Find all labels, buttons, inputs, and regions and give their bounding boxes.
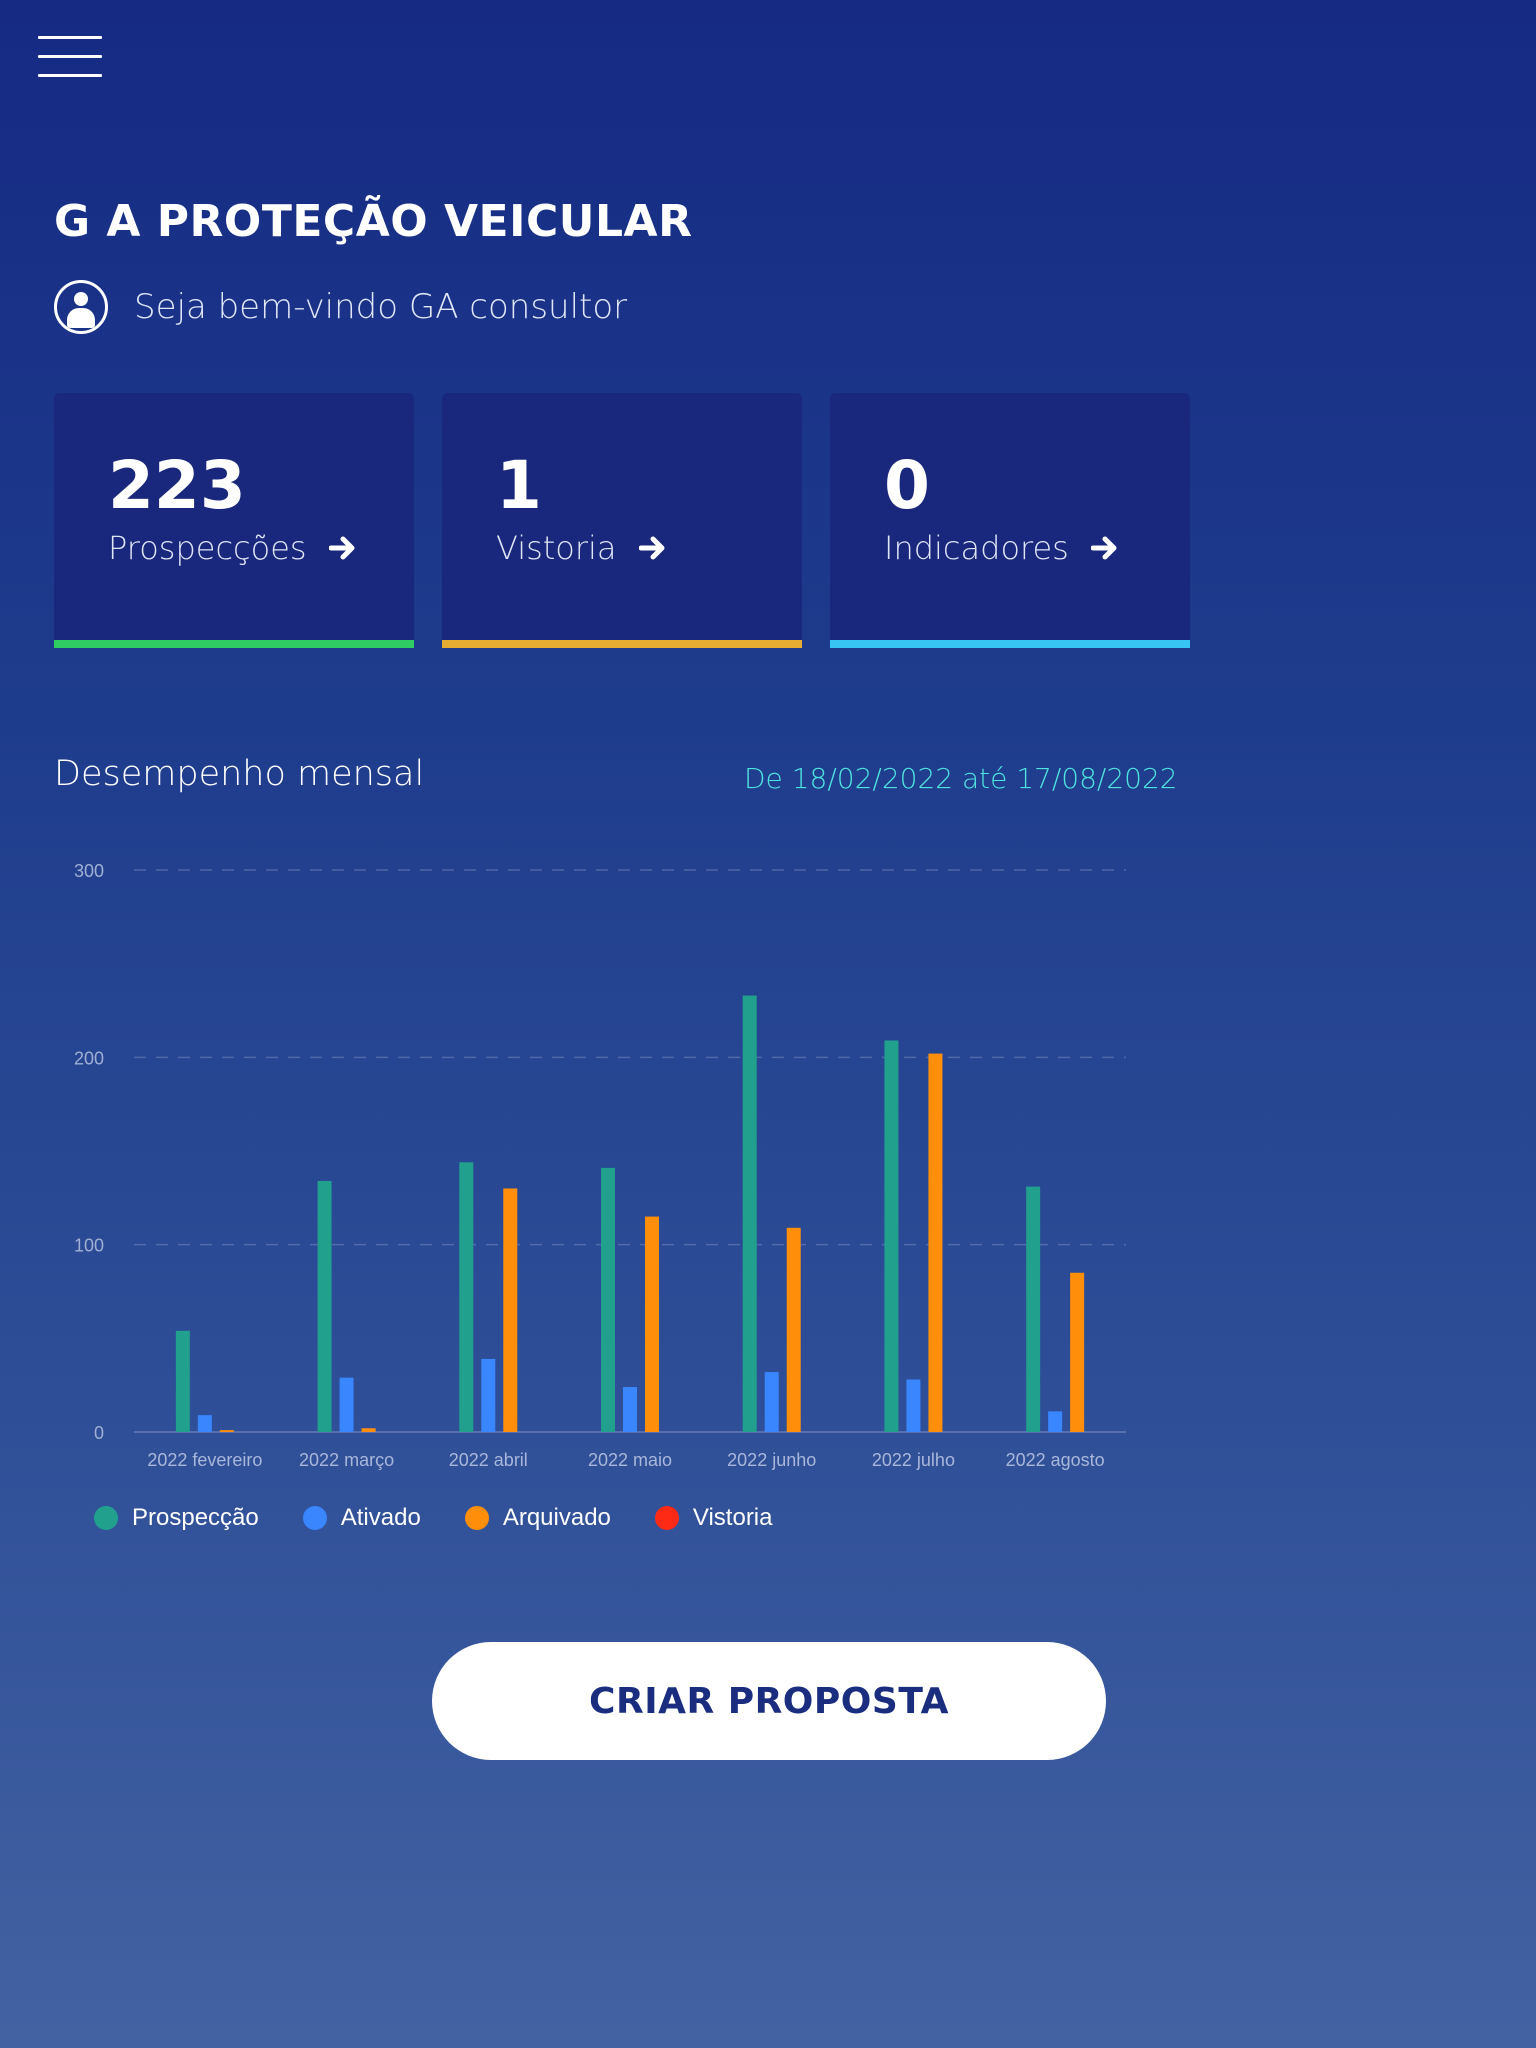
legend-label: Arquivado <box>502 1504 611 1531</box>
legend-swatch <box>94 1506 118 1530</box>
legend-label: Vistoria <box>692 1504 773 1531</box>
bar-prospecção <box>742 995 757 1432</box>
welcome-text: Seja bem-vindo GA consultor <box>134 287 628 327</box>
bar-prospecção <box>317 1180 332 1432</box>
bar-ativado <box>764 1372 779 1432</box>
card-accent-bar <box>442 640 802 648</box>
performance-chart: 0 100 200 300 2022 fevereiro 2022 março 2022 a… <box>74 861 1126 1470</box>
x-tick-label: 2022 agosto <box>1006 1450 1105 1470</box>
bar-arquivado <box>786 1227 801 1432</box>
bar-arquivado <box>503 1188 518 1432</box>
create-proposal-button[interactable]: CRIAR PROPOSTA <box>432 1642 1106 1760</box>
card-prospeccoes[interactable]: 223 Prospecções <box>54 393 414 648</box>
y-tick-label: 200 <box>74 1048 104 1068</box>
bar-ativado <box>339 1377 354 1432</box>
card-indicadores[interactable]: 0 Indicadores <box>830 393 1190 648</box>
x-tick-label: 2022 abril <box>449 1450 528 1470</box>
bar-ativado <box>197 1415 212 1432</box>
menu-line <box>38 36 102 39</box>
bar-ativado <box>1048 1411 1063 1432</box>
bar-ativado <box>481 1358 496 1432</box>
card-accent-bar <box>830 640 1190 648</box>
chart-legend: Prospecção Ativado Arquivado Vistoria <box>94 1504 816 1532</box>
menu-line <box>38 74 102 77</box>
bar-arquivado <box>361 1428 376 1432</box>
legend-item[interactable]: Arquivado <box>464 1504 611 1532</box>
y-tick-label: 300 <box>74 861 104 881</box>
card-value: 1 <box>496 447 542 524</box>
legend-item[interactable]: Ativado <box>302 1504 421 1532</box>
bar-prospecção <box>601 1167 615 1432</box>
bar-prospecção <box>1026 1186 1041 1432</box>
welcome-row: Seja bem-vindo GA consultor <box>54 278 627 336</box>
y-tick-label: 0 <box>94 1423 104 1443</box>
arrow-right-icon <box>328 536 355 560</box>
legend-swatch <box>654 1506 679 1530</box>
bar-arquivado <box>219 1430 234 1432</box>
x-tick-label: 2022 maio <box>588 1450 672 1470</box>
bar-arquivado <box>1070 1272 1085 1432</box>
x-tick-label: 2022 junho <box>727 1450 816 1470</box>
card-value: 223 <box>108 447 246 524</box>
card-vistoria[interactable]: 1 Vistoria <box>442 393 802 648</box>
legend-item[interactable]: Prospecção <box>94 1504 259 1532</box>
card-value: 0 <box>884 447 930 524</box>
user-icon <box>54 280 108 334</box>
legend-item[interactable]: Vistoria <box>654 1504 773 1532</box>
legend-swatch <box>464 1506 489 1530</box>
bar-ativado <box>906 1379 921 1432</box>
card-accent-bar <box>54 640 414 648</box>
arrow-right-icon <box>638 536 665 560</box>
card-label: Prospecções <box>108 529 307 567</box>
bar-arquivado <box>928 1053 943 1432</box>
card-label: Indicadores <box>884 529 1069 567</box>
x-tick-label: 2022 março <box>299 1450 394 1470</box>
menu-line <box>38 55 102 58</box>
page-title: G A PROTEÇÃO VEICULAR <box>54 196 693 247</box>
section-title: Desempenho mensal <box>54 754 425 794</box>
bar-ativado <box>623 1387 637 1432</box>
legend-label: Prospecção <box>132 1504 259 1531</box>
bar-arquivado <box>645 1216 659 1432</box>
summary-cards: 223 Prospecções 1 Vistoria 0 Indicadores <box>54 393 1190 648</box>
bar-prospecção <box>884 1040 899 1432</box>
card-label: Vistoria <box>496 529 617 567</box>
bar-prospecção <box>175 1330 190 1432</box>
bar-prospecção <box>459 1162 474 1432</box>
arrow-right-icon <box>1090 536 1117 560</box>
y-tick-label: 100 <box>74 1236 104 1256</box>
hamburger-menu-icon[interactable] <box>38 36 102 78</box>
legend-label: Ativado <box>340 1504 421 1531</box>
date-range[interactable]: De 18/02/2022 até 17/08/2022 <box>744 762 1178 795</box>
x-tick-label: 2022 fevereiro <box>147 1450 262 1470</box>
x-tick-label: 2022 julho <box>872 1450 955 1470</box>
legend-swatch <box>302 1506 327 1530</box>
